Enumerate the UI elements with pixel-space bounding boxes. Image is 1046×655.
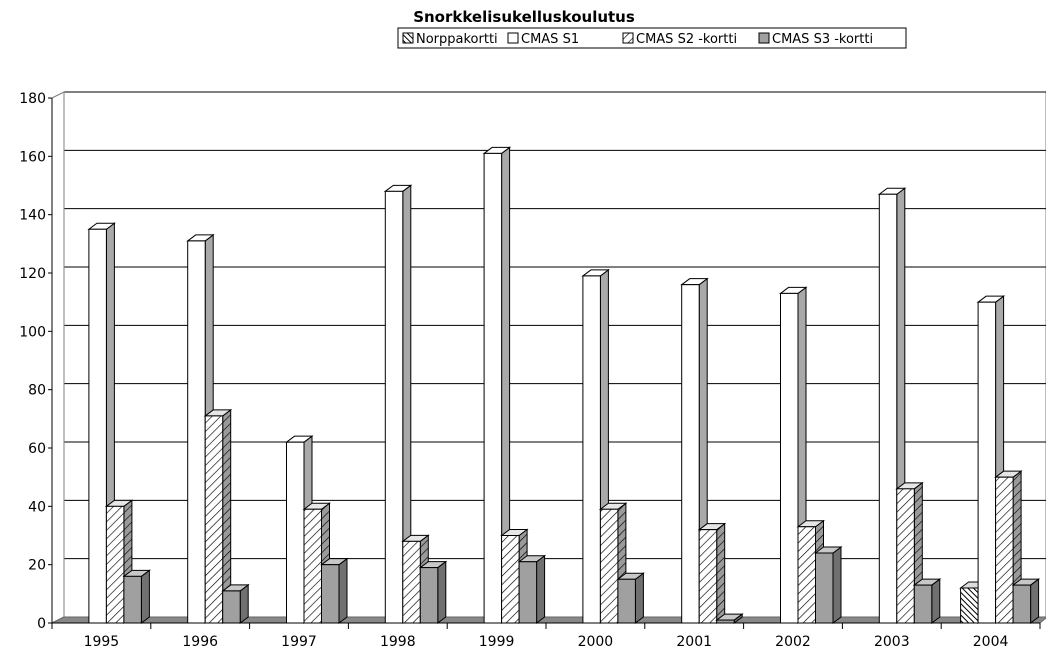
bar — [877, 187, 907, 624]
bar-front — [286, 441, 305, 624]
legend-swatch — [758, 32, 770, 44]
legend-item: Norppakortti — [402, 32, 498, 47]
bar-front — [501, 535, 520, 624]
bar-front — [960, 587, 979, 624]
bar-side — [140, 569, 150, 624]
bar-front — [780, 292, 799, 624]
plot-side-wall — [51, 91, 65, 624]
bar-side — [1030, 578, 1040, 624]
bar — [715, 613, 744, 624]
bar — [221, 583, 250, 624]
bar-front — [123, 575, 142, 624]
y-tick-label: 180 — [19, 91, 46, 107]
bar-front — [896, 488, 915, 624]
chart-title: Snorkkelisukelluskoulutus — [413, 8, 635, 26]
bar-front — [878, 193, 898, 624]
bar-front — [105, 505, 125, 624]
y-tick-label: 160 — [19, 149, 46, 165]
bar — [87, 222, 116, 624]
bar-front — [402, 540, 421, 624]
x-tick-label: 1995 — [84, 634, 120, 650]
bar-front — [384, 190, 404, 624]
bar-front — [797, 526, 816, 624]
bar-front — [815, 552, 834, 624]
x-tick-label: 2000 — [578, 634, 614, 650]
x-tick-label: 1997 — [281, 634, 317, 650]
bar-front — [599, 508, 619, 624]
bar-front — [913, 584, 933, 624]
bar — [320, 557, 349, 624]
x-tick-label: 2004 — [973, 634, 1009, 650]
bar — [1011, 578, 1041, 624]
bar — [814, 546, 843, 624]
bar-front — [483, 152, 503, 624]
legend-item: CMAS S2 -kortti — [622, 32, 737, 47]
x-tick-label: 2001 — [676, 634, 712, 650]
bar-side — [437, 560, 447, 624]
x-tick-label: 1999 — [479, 634, 515, 650]
legend-frame — [397, 27, 907, 49]
y-tick-label: 20 — [28, 558, 46, 574]
bar-front — [995, 476, 1014, 624]
legend-item: CMAS S1 — [507, 32, 579, 47]
bar-front — [204, 415, 224, 624]
legend-label: CMAS S2 -kortti — [636, 32, 737, 47]
legend-swatch — [402, 32, 414, 44]
y-tick-label: 40 — [28, 499, 46, 515]
bar-side — [634, 572, 644, 624]
bar-front — [303, 508, 322, 624]
bar-front — [88, 228, 107, 624]
x-tick-label: 2002 — [775, 634, 811, 650]
legend-swatch — [622, 32, 634, 44]
bar-front — [419, 567, 439, 624]
bar — [122, 569, 151, 624]
bar — [418, 560, 448, 624]
bar — [517, 554, 547, 624]
bar-side — [716, 522, 726, 624]
bar-front — [977, 301, 997, 624]
y-tick-label: 120 — [19, 266, 46, 282]
bar-side — [338, 557, 348, 624]
y-tick-label: 60 — [28, 441, 46, 457]
bar-front — [681, 284, 700, 624]
bar — [697, 522, 727, 624]
bar-side — [931, 578, 941, 624]
bar-front — [716, 619, 735, 624]
legend-item: CMAS S3 -kortti — [758, 32, 873, 47]
bar-side — [536, 554, 546, 624]
bar — [383, 184, 413, 624]
y-tick-label: 100 — [19, 324, 46, 340]
bar-front — [187, 240, 206, 624]
legend-label: Norppakortti — [416, 32, 498, 47]
bar-front — [698, 529, 718, 624]
y-tick-label: 80 — [28, 383, 46, 399]
bar — [912, 578, 942, 624]
legend-label: CMAS S1 — [521, 32, 579, 47]
y-tick-label: 140 — [19, 208, 46, 224]
x-tick-label: 1996 — [182, 634, 218, 650]
bar-front — [1012, 584, 1032, 624]
legend-label: CMAS S3 -kortti — [772, 32, 873, 47]
bar-front — [617, 578, 636, 624]
bar — [616, 572, 645, 624]
bar-front — [582, 275, 601, 624]
bar-front — [321, 564, 340, 624]
bar-side — [832, 546, 842, 624]
x-tick-label: 1998 — [380, 634, 416, 650]
bar-front — [222, 590, 241, 624]
chart-legend: Norppakortti CMAS S1 CMAS S2 -kortti CMAS S… — [397, 27, 907, 49]
y-tick-label: 0 — [37, 616, 46, 632]
legend-swatch — [507, 32, 519, 44]
bar — [482, 146, 512, 624]
bar-front — [518, 561, 538, 624]
x-tick-label: 2003 — [874, 634, 910, 650]
